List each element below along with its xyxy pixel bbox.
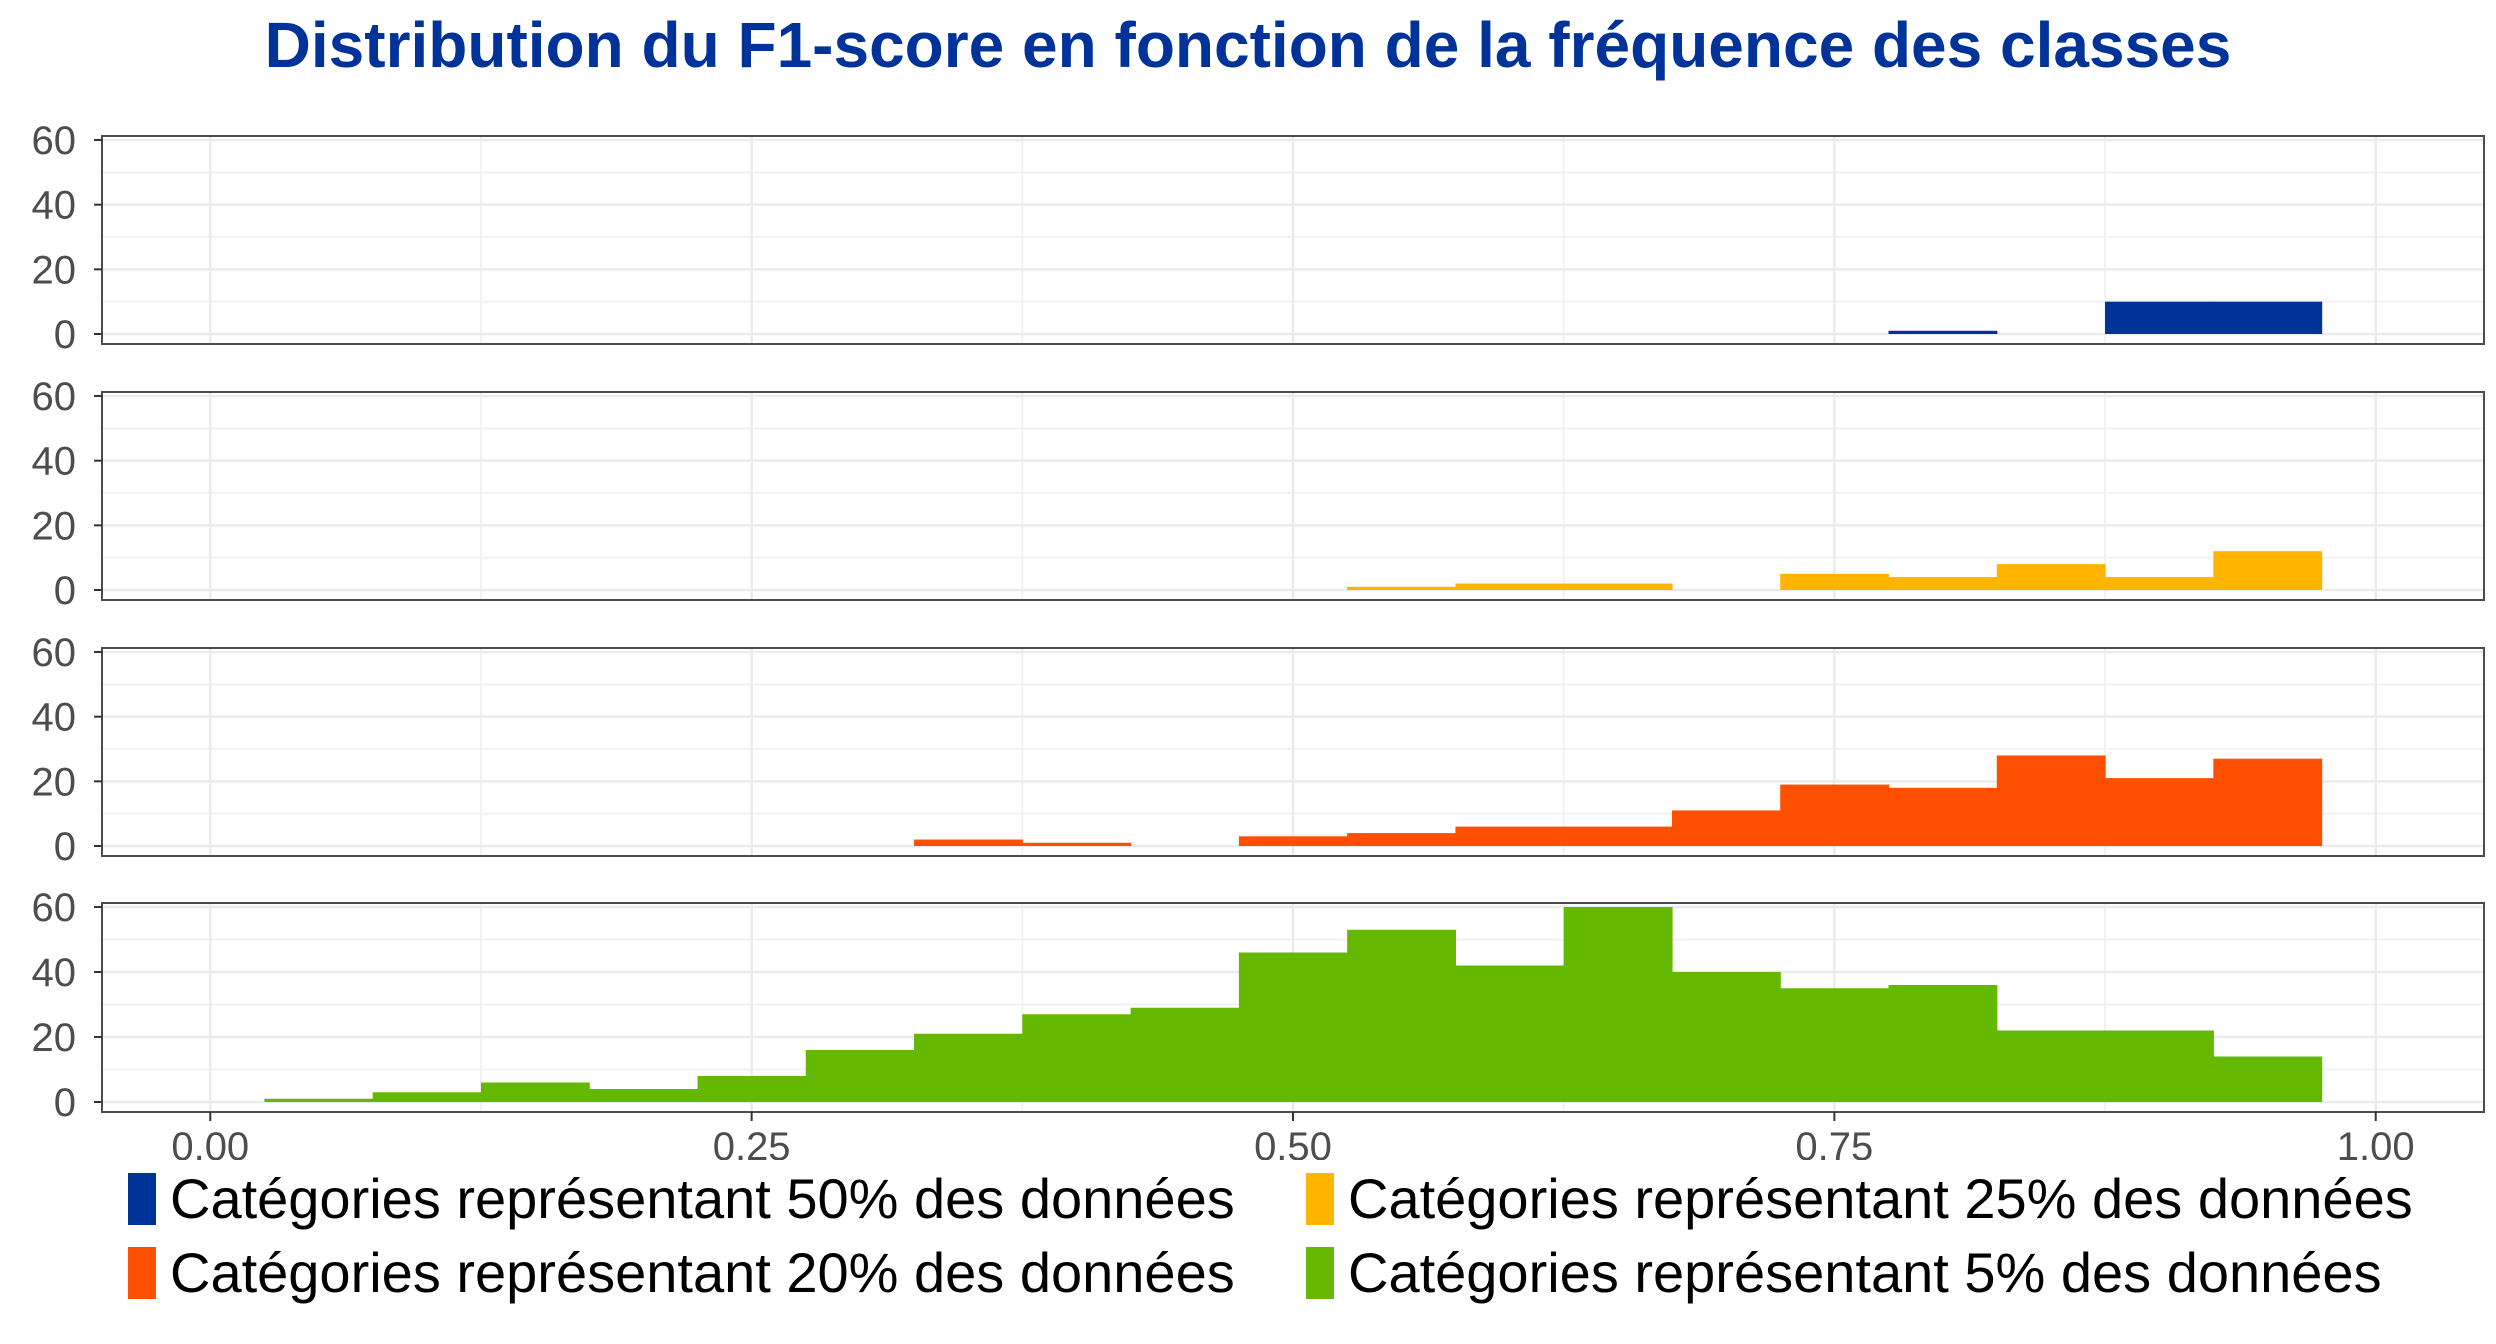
histogram-bar — [1563, 907, 1673, 1102]
y-tick-label: 60 — [32, 886, 77, 930]
y-tick-label: 0 — [54, 313, 76, 357]
histogram-bar — [1888, 330, 1998, 334]
histogram-bar — [1888, 577, 1998, 590]
histogram-bar — [372, 1092, 482, 1102]
histogram-bar — [1455, 826, 1565, 846]
histogram-bar — [805, 1050, 915, 1102]
histogram-bar — [2105, 778, 2214, 846]
histogram-bar — [1238, 836, 1348, 846]
y-tick-label: 40 — [32, 951, 77, 995]
y-tick-label: 40 — [32, 184, 77, 228]
facet-panel-2: 0 20 40 60 — [32, 375, 2485, 613]
legend-item-25: Catégories représentant 25% des données — [1306, 1166, 2413, 1231]
legend-swatch-5 — [1306, 1246, 1334, 1299]
histogram-bar — [1996, 1030, 2106, 1102]
x-tick-label: 0.50 — [1254, 1125, 1332, 1160]
histogram-bar — [1888, 787, 1998, 846]
legend-label-20: Catégories représentant 20% des données — [170, 1241, 1235, 1304]
histogram-bar — [1130, 1007, 1240, 1102]
x-tick-label: 0.00 — [171, 1125, 249, 1160]
histogram-bar — [1238, 952, 1348, 1102]
histogram-bar — [1996, 564, 2106, 590]
x-tick-label: 1.00 — [2337, 1125, 2415, 1160]
histogram-bar — [1347, 833, 1457, 846]
y-tick-label: 40 — [32, 696, 77, 740]
facet-panel-1: 0 20 40 60 — [32, 119, 2485, 357]
histogram-bar — [1563, 826, 1673, 846]
legend-label-5: Catégories représentant 5% des données — [1348, 1241, 2382, 1304]
facet-panel-3: 0 20 40 60 — [32, 631, 2485, 869]
histogram-bar — [1563, 583, 1673, 590]
histogram-bar — [1022, 842, 1132, 846]
panel-border — [101, 647, 2485, 857]
x-tick-label: 0.25 — [713, 1125, 791, 1160]
y-tick-label: 0 — [54, 825, 76, 869]
y-tick-label: 0 — [54, 569, 76, 613]
histogram-bar — [697, 1076, 807, 1102]
histogram-bar — [1671, 972, 1781, 1102]
histogram-bar — [1780, 988, 1890, 1102]
histogram-bar — [2105, 577, 2214, 590]
legend-swatch-50 — [128, 1172, 156, 1225]
panel-border — [101, 391, 2485, 601]
facet-panel-4: 0 20 40 60 — [32, 886, 2485, 1125]
y-tick-label: 0 — [54, 1081, 76, 1125]
y-tick-label: 20 — [32, 760, 77, 804]
histogram-bar — [1455, 583, 1565, 590]
histogram-bar — [2213, 551, 2323, 590]
y-tick-label: 40 — [32, 440, 77, 484]
panel-border — [101, 135, 2485, 345]
histogram-bar — [1347, 586, 1457, 590]
histogram-bar — [1996, 755, 2106, 846]
histogram-bar — [480, 1082, 590, 1102]
histogram-bar — [1671, 810, 1781, 846]
y-tick-label: 20 — [32, 248, 77, 292]
y-tick-label: 60 — [32, 375, 77, 419]
histogram-bar — [2213, 301, 2323, 334]
legend-swatch-25 — [1306, 1172, 1334, 1225]
faceted-histogram: 0 20 40 60 0 20 40 60 0 20 40 60 0 20 40 60 0.00 0.25 0.50… — [32, 119, 2485, 1160]
histogram-bar — [2213, 1056, 2323, 1102]
legend-label-25: Catégories représentant 25% des données — [1348, 1167, 2413, 1230]
histogram-bar — [914, 839, 1023, 846]
y-tick-label: 60 — [32, 119, 77, 163]
histogram-bar — [2105, 301, 2214, 334]
legend-swatch-20 — [128, 1246, 156, 1299]
histogram-bar — [914, 1033, 1023, 1102]
y-tick-label: 60 — [32, 631, 77, 675]
histogram-bar — [1888, 985, 1998, 1102]
histogram-bar — [2213, 758, 2323, 846]
x-tick-label: 0.75 — [1795, 1125, 1873, 1160]
histogram-bar — [2105, 1030, 2214, 1102]
histogram-bar — [1022, 1014, 1132, 1102]
histogram-bar — [1455, 965, 1565, 1102]
histogram-bar — [1347, 929, 1457, 1102]
y-tick-label: 20 — [32, 1016, 77, 1060]
legend-label-50: Catégories représentant 50% des données — [170, 1167, 1235, 1230]
histogram-bar — [1780, 784, 1890, 846]
legend-item-50: Catégories représentant 50% des données — [128, 1166, 1235, 1231]
chart-title: Distribution du F1-score en fonction de … — [264, 9, 2232, 81]
histogram-bar — [264, 1098, 374, 1102]
histogram-bar — [589, 1089, 699, 1102]
legend-item-20: Catégories représentant 20% des données — [128, 1240, 1235, 1305]
legend-item-5: Catégories représentant 5% des données — [1306, 1240, 2382, 1305]
y-tick-label: 20 — [32, 504, 77, 548]
histogram-bar — [1780, 573, 1890, 590]
